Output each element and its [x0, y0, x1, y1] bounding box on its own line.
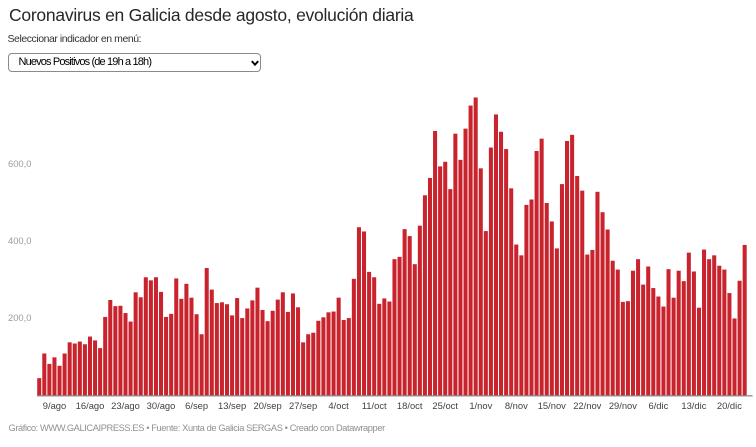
- svg-text:13/sep: 13/sep: [218, 400, 246, 411]
- svg-text:400,0: 400,0: [8, 235, 31, 246]
- svg-text:6/sep: 6/sep: [185, 400, 208, 411]
- svg-text:29/nov: 29/nov: [609, 400, 637, 411]
- svg-text:11/oct: 11/oct: [362, 400, 387, 411]
- svg-text:9/ago: 9/ago: [43, 400, 66, 411]
- svg-text:27/sep: 27/sep: [289, 400, 317, 411]
- svg-text:16/ago: 16/ago: [76, 400, 105, 411]
- svg-text:4/oct: 4/oct: [328, 400, 349, 411]
- svg-text:1/nov: 1/nov: [469, 400, 492, 411]
- svg-text:600,0: 600,0: [8, 158, 31, 169]
- svg-text:18/oct: 18/oct: [397, 400, 423, 411]
- svg-text:8/nov: 8/nov: [505, 400, 528, 411]
- svg-text:20/sep: 20/sep: [254, 400, 282, 411]
- svg-text:6/dic: 6/dic: [648, 400, 668, 411]
- svg-text:13/dic: 13/dic: [681, 400, 706, 411]
- svg-text:23/ago: 23/ago: [111, 400, 140, 411]
- svg-text:22/nov: 22/nov: [573, 400, 601, 411]
- svg-text:20/dic: 20/dic: [717, 400, 742, 411]
- svg-text:15/nov: 15/nov: [538, 400, 566, 411]
- svg-text:30/ago: 30/ago: [147, 400, 176, 411]
- svg-text:25/oct: 25/oct: [432, 400, 458, 411]
- svg-text:200,0: 200,0: [8, 312, 31, 323]
